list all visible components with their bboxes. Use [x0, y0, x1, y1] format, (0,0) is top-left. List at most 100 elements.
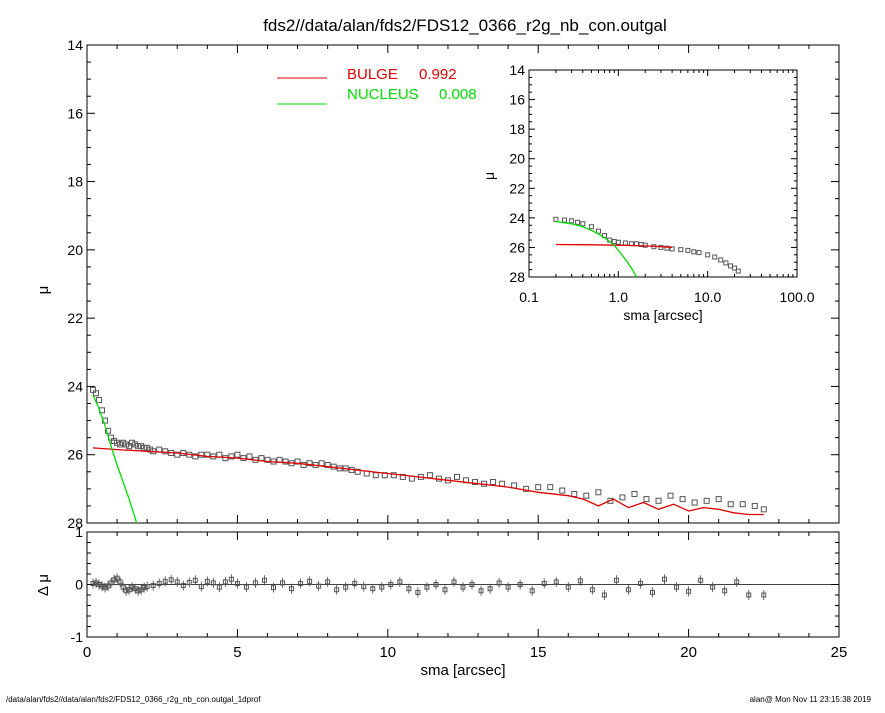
data-point [96, 397, 103, 404]
data-point [460, 584, 466, 590]
x-tick-label: 10 [379, 644, 396, 661]
data-point [162, 578, 168, 584]
data-point [472, 479, 479, 486]
data-point [505, 584, 511, 590]
data-point [174, 579, 180, 585]
data-point [270, 585, 276, 591]
legend-label-bulge: BULGE [347, 66, 398, 83]
data-point [727, 501, 734, 508]
data-point [105, 583, 111, 589]
data-point [397, 579, 403, 585]
data-point [280, 580, 286, 586]
data-point [735, 268, 741, 274]
data-point [343, 584, 349, 590]
data-point [318, 460, 325, 467]
data-point [141, 444, 148, 451]
x-axis-label: sma [arcsec] [420, 662, 505, 679]
data-point [352, 580, 358, 586]
data-point [746, 592, 752, 598]
data-point [691, 499, 698, 506]
data-point [204, 578, 210, 584]
data-point [300, 461, 307, 468]
data-point [469, 582, 475, 587]
data-point [569, 218, 575, 224]
data-point [234, 451, 241, 458]
data-point [453, 473, 460, 480]
data-point [424, 584, 430, 590]
y-tick-label: 26 [509, 239, 525, 255]
data-point [114, 439, 121, 446]
data-point [529, 588, 535, 594]
y-tick-label: 14 [67, 37, 83, 53]
data-point [228, 453, 235, 460]
y-tick-label: 24 [67, 378, 83, 394]
data-point [583, 492, 590, 499]
y-tick-label: 0 [75, 577, 83, 593]
y-tick-label: 22 [67, 310, 83, 326]
data-point [126, 443, 133, 450]
data-point [334, 587, 340, 593]
data-point [192, 453, 199, 460]
x-axis-label: sma [arcsec] [623, 307, 702, 323]
data-point [496, 580, 502, 586]
data-point [553, 216, 559, 222]
data-point [156, 580, 162, 586]
data-point [90, 386, 97, 393]
data-point [354, 468, 361, 475]
data-point [712, 254, 718, 260]
data-point [192, 577, 198, 583]
data-point [664, 245, 670, 251]
data-point [252, 580, 258, 586]
x-tick-label: 1.0 [609, 289, 629, 305]
data-point [678, 247, 684, 253]
legend-value-bulge: 0.992 [419, 66, 457, 83]
x-tick-label: 0 [83, 644, 91, 661]
data-point [619, 494, 626, 501]
x-tick-label: 15 [530, 644, 547, 661]
y-tick-label: 20 [509, 151, 525, 167]
footer-user-timestamp: alan@ Mon Nov 11 23:15:38 2019 [749, 695, 871, 704]
data-point [499, 480, 506, 487]
data-point [698, 577, 704, 583]
data-point [426, 472, 433, 479]
data-point [674, 584, 680, 590]
data-point [129, 439, 136, 446]
data-point [111, 438, 118, 445]
data-point [324, 461, 331, 468]
data-point [433, 582, 439, 587]
data-point [541, 580, 547, 586]
data-point [710, 584, 716, 590]
data-point [685, 247, 691, 253]
data-point [141, 585, 147, 591]
y-tick-label: 18 [67, 174, 83, 190]
x-tick-label: 25 [831, 644, 848, 661]
data-point [138, 443, 145, 450]
data-point [406, 586, 412, 592]
data-point [126, 587, 132, 593]
data-point [715, 496, 722, 503]
data-point [294, 458, 301, 465]
data-point [650, 589, 656, 595]
data-point [607, 497, 614, 504]
y-tick-label: 28 [509, 269, 525, 285]
data-point [370, 586, 376, 592]
data-point [703, 497, 710, 504]
data-point [361, 584, 367, 590]
data-point [559, 487, 566, 494]
y-tick-label: 28 [67, 515, 83, 531]
y-tick-label: 1 [75, 524, 83, 540]
data-point [415, 589, 421, 595]
data-point [523, 485, 530, 492]
y-tick-label: 18 [509, 121, 525, 137]
x-tick-label: 10.0 [694, 289, 721, 305]
data-point [298, 580, 304, 586]
data-point [562, 217, 568, 223]
data-point [517, 582, 523, 587]
data-point [553, 579, 559, 585]
data-point [613, 577, 619, 583]
data-point [316, 583, 322, 589]
